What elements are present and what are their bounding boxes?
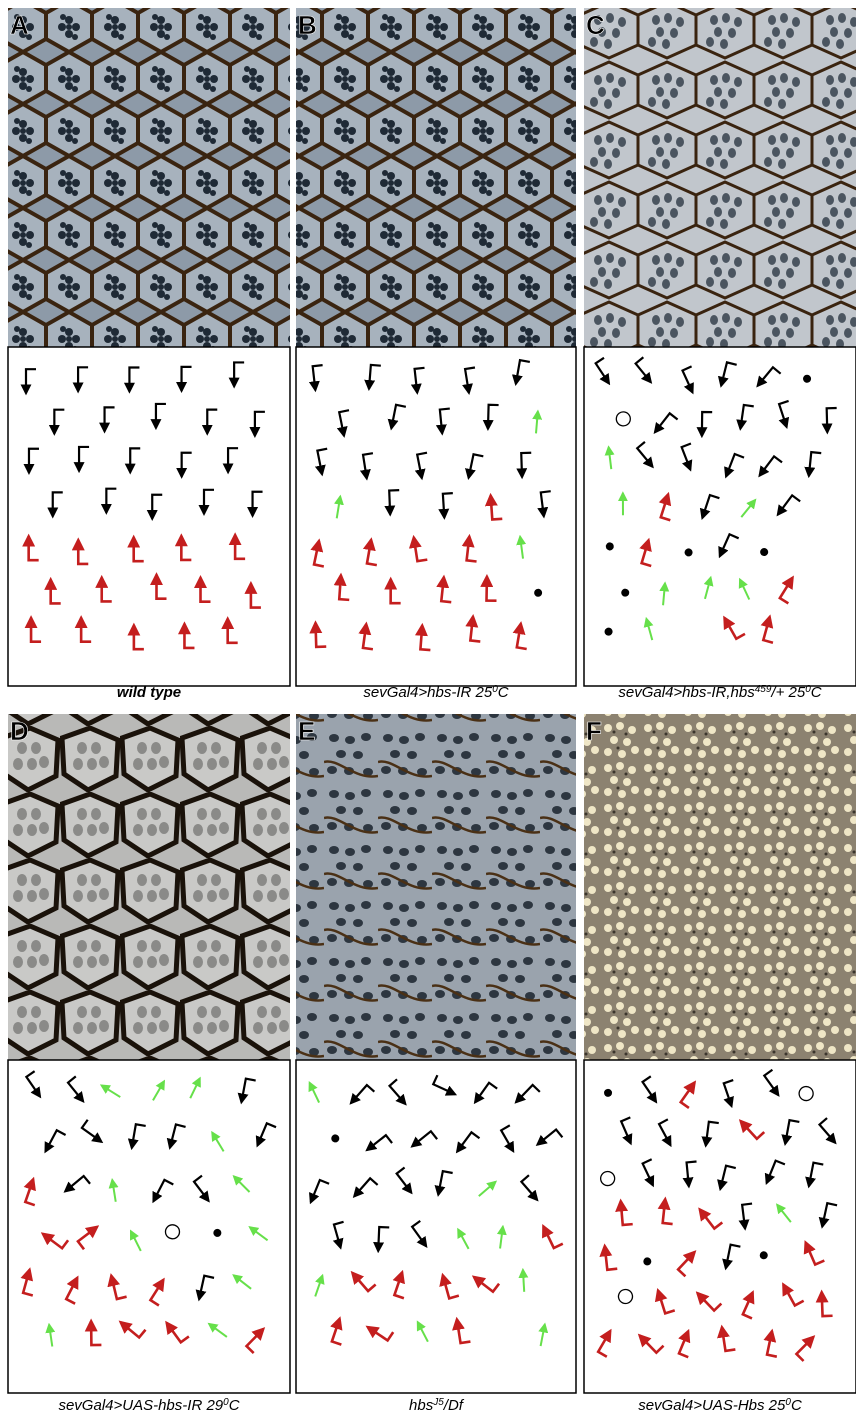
micrograph xyxy=(8,8,290,347)
diagram-box xyxy=(584,1060,856,1393)
panel-letter: D xyxy=(10,716,29,746)
micrograph xyxy=(8,714,290,1060)
caption-text: /+ 25 xyxy=(770,684,805,701)
caption: wild type xyxy=(117,684,181,701)
panel-letter: A xyxy=(10,10,29,40)
panel-letter: B xyxy=(298,10,317,40)
diagram-box xyxy=(8,347,290,686)
caption: sevGal4>hbs-IR,hbs459/+ 250C xyxy=(618,684,821,702)
caption-text: hbs xyxy=(409,1397,434,1414)
caption: sevGal4>hbs-IR 250C xyxy=(363,684,508,702)
micrograph xyxy=(296,714,576,1060)
caption: hbsJ5/Df xyxy=(409,1397,465,1415)
caption-text: sevGal4>UAS-Hbs 25 xyxy=(638,1397,786,1414)
symbol xyxy=(523,1270,524,1292)
superscript: J5 xyxy=(432,1397,444,1408)
panel-letter: C xyxy=(586,10,605,40)
panel-letter: F xyxy=(586,716,602,746)
micrograph xyxy=(584,8,856,347)
caption-text: wild type xyxy=(117,684,181,701)
caption-text: sevGal4>hbs-IR 25 xyxy=(363,684,492,701)
caption-text: /Df xyxy=(443,1397,465,1414)
caption-text: C xyxy=(229,1397,240,1414)
caption-text: C xyxy=(811,684,822,701)
caption: sevGal4>UAS-hbs-IR 290C xyxy=(58,1397,239,1415)
caption: sevGal4>UAS-Hbs 250C xyxy=(638,1397,802,1415)
caption-text: C xyxy=(791,1397,802,1414)
superscript: 459 xyxy=(755,684,772,695)
caption-text: C xyxy=(498,684,509,701)
green-arrow xyxy=(523,1270,524,1292)
figure: Awild typeBsevGal4>hbs-IR 250CCsevGal4>h… xyxy=(0,0,856,1423)
micrograph xyxy=(584,714,856,1060)
caption-text: sevGal4>hbs-IR,hbs xyxy=(618,684,755,701)
diagram-box xyxy=(584,347,856,686)
panel-letter: E xyxy=(298,716,315,746)
caption-text: sevGal4>UAS-hbs-IR 29 xyxy=(58,1397,223,1414)
micrograph xyxy=(296,8,576,347)
